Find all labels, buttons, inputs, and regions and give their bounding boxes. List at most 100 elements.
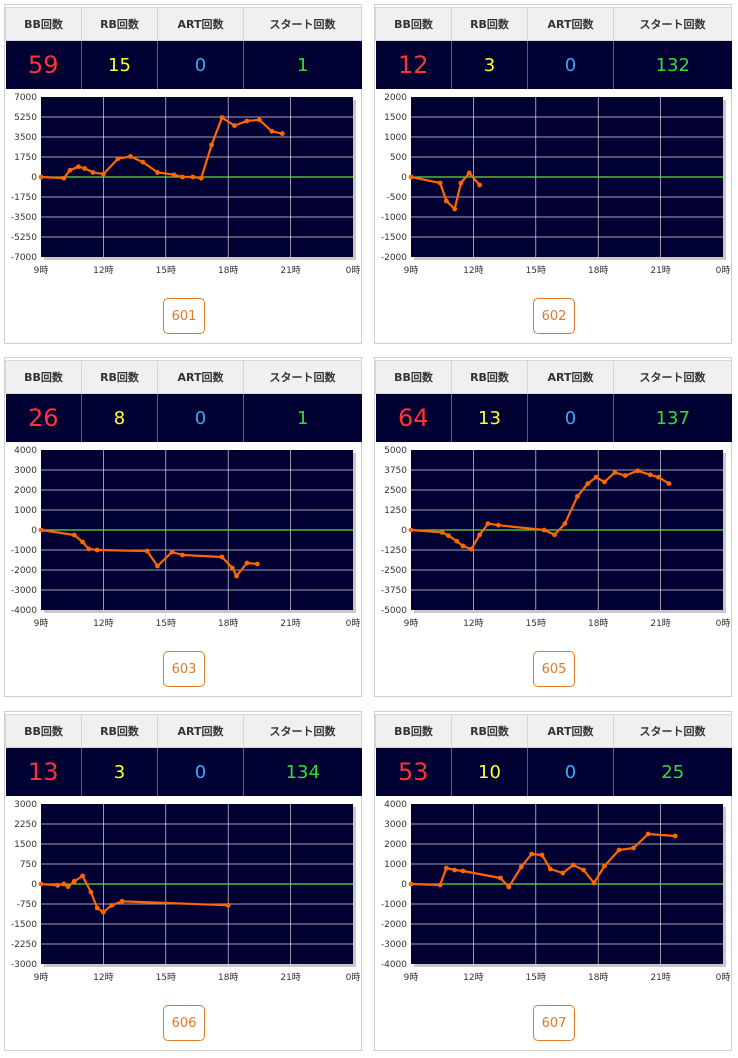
machine-number-button[interactable]: 607 (533, 1005, 575, 1041)
bb-count: 59 (5, 40, 82, 89)
y-tick-label: 7000 (14, 93, 37, 103)
data-point (90, 170, 96, 175)
data-point (560, 870, 566, 876)
x-tick-label: 21時 (280, 265, 300, 276)
data-point (80, 539, 85, 545)
y-tick-label: -1250 (381, 546, 407, 556)
y-tick-label: -3000 (381, 940, 407, 950)
art-count: 0 (157, 747, 244, 796)
start-header: スタート回数 (243, 360, 362, 394)
x-tick-label: 9時 (404, 618, 419, 629)
y-tick-label: 1500 (384, 113, 407, 123)
y-tick-label: -7000 (11, 253, 37, 263)
machine-card-602: BB回数 RB回数 ART回数 スタート回数 12 3 0 132 602 20… (374, 4, 732, 344)
series-line (410, 469, 670, 551)
y-tick-label: 500 (390, 153, 407, 163)
data-point (180, 174, 185, 180)
x-tick-label: 12時 (93, 618, 113, 629)
stats-table: BB回数 RB回数 ART回数 スタート回数 59 15 0 1 (5, 7, 362, 89)
x-tick-label: 12時 (93, 265, 113, 276)
x-tick-label: 0時 (346, 972, 361, 983)
data-point (575, 494, 580, 499)
art-count: 0 (527, 747, 614, 796)
machine-number-button[interactable]: 606 (163, 1005, 205, 1041)
bb-count: 13 (5, 747, 82, 796)
y-tick-label: -1000 (11, 546, 37, 556)
machine-number-button[interactable]: 603 (163, 651, 205, 687)
data-point (155, 170, 160, 175)
art-header: ART回数 (527, 714, 614, 748)
profit-line-chart: 7000 5250 3500 1750 0 -1750 -3500 -5250 -7000 9時 1… (11, 93, 361, 276)
y-tick-label: 2000 (384, 840, 407, 850)
y-tick-label: -1500 (381, 233, 407, 243)
start-count: 137 (613, 393, 732, 442)
machine-card-607: BB回数 RB回数 ART回数 スタート回数 53 10 0 25 607 40… (374, 711, 732, 1051)
data-point (645, 831, 651, 837)
data-point (119, 898, 125, 904)
machine-number-button[interactable]: 601 (163, 298, 205, 334)
y-tick-label: -4000 (381, 960, 407, 970)
bb-header: BB回数 (5, 360, 82, 394)
data-point (518, 864, 524, 870)
data-point (585, 481, 591, 486)
data-point (101, 171, 106, 177)
data-point (439, 530, 445, 535)
data-point (408, 527, 414, 533)
y-tick-label: 1250 (384, 506, 407, 516)
y-tick-label: -2000 (381, 253, 407, 263)
data-point (622, 473, 628, 478)
stats-table: BB回数 RB回数 ART回数 スタート回数 64 13 0 137 (375, 360, 732, 442)
rb-count: 3 (81, 747, 158, 796)
data-point (198, 175, 204, 181)
bb-header: BB回数 (375, 7, 452, 41)
data-point (155, 563, 160, 569)
rb-header: RB回数 (81, 360, 158, 394)
art-header: ART回数 (157, 714, 244, 748)
bb-header: BB回数 (375, 360, 452, 394)
bb-header: BB回数 (5, 714, 82, 748)
data-point (452, 206, 458, 212)
y-tick-label: -3000 (11, 586, 37, 596)
data-point (232, 123, 237, 128)
stats-table: BB回数 RB回数 ART回数 スタート回数 26 8 0 1 (5, 360, 362, 442)
data-point (616, 847, 622, 853)
x-tick-label: 0時 (346, 265, 361, 276)
data-point (541, 527, 547, 533)
data-point (437, 180, 443, 186)
x-tick-label: 15時 (156, 972, 176, 983)
data-point (477, 182, 483, 188)
y-tick-label: 0 (31, 526, 37, 536)
data-point (466, 170, 472, 176)
data-point (80, 873, 85, 879)
x-tick-label: 21時 (650, 618, 670, 629)
art-header: ART回数 (157, 7, 244, 41)
y-tick-label: 1500 (14, 840, 37, 850)
y-tick-label: 4000 (14, 446, 37, 456)
rb-count: 13 (451, 393, 528, 442)
data-point (437, 882, 443, 888)
data-point (612, 470, 618, 475)
data-point (67, 167, 73, 173)
x-tick-label: 9時 (404, 972, 419, 983)
data-point (88, 889, 94, 895)
data-point (506, 884, 512, 890)
bb-count: 26 (5, 393, 82, 442)
data-point (82, 166, 88, 171)
bb-header: BB回数 (5, 7, 82, 41)
y-tick-label: 3000 (384, 820, 407, 830)
machine-number-button[interactable]: 605 (533, 651, 575, 687)
data-point (279, 131, 285, 136)
y-tick-label: 1000 (384, 860, 407, 870)
data-point (468, 546, 474, 552)
machine-number-button[interactable]: 602 (533, 298, 575, 334)
y-tick-label: -1500 (11, 920, 37, 930)
stats-table: BB回数 RB回数 ART回数 スタート回数 13 3 0 134 (5, 714, 362, 796)
data-point (602, 479, 607, 485)
data-point (498, 875, 503, 881)
x-tick-label: 9時 (34, 618, 49, 629)
data-point (460, 868, 466, 874)
x-tick-label: 15時 (156, 618, 176, 629)
stats-table: BB回数 RB回数 ART回数 スタート回数 12 3 0 132 (375, 7, 732, 89)
x-tick-label: 21時 (280, 618, 300, 629)
start-header: スタート回数 (613, 360, 732, 394)
